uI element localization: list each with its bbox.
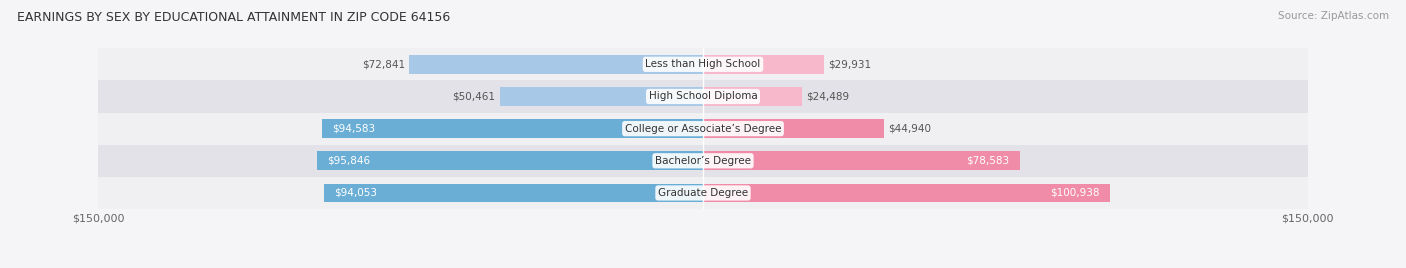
Bar — [499, 87, 703, 106]
Bar — [98, 80, 1308, 113]
Text: EARNINGS BY SEX BY EDUCATIONAL ATTAINMENT IN ZIP CODE 64156: EARNINGS BY SEX BY EDUCATIONAL ATTAINMEN… — [17, 11, 450, 24]
Text: $95,846: $95,846 — [326, 156, 370, 166]
Text: $78,583: $78,583 — [966, 156, 1010, 166]
Bar — [316, 151, 703, 170]
Bar — [322, 119, 703, 138]
Bar — [703, 184, 1109, 202]
Bar — [98, 145, 1308, 177]
Bar — [703, 55, 824, 74]
Bar — [98, 48, 1308, 80]
Text: $24,489: $24,489 — [806, 91, 849, 102]
Bar — [703, 119, 884, 138]
Text: $29,931: $29,931 — [828, 59, 870, 69]
Text: $94,053: $94,053 — [335, 188, 377, 198]
Text: $100,938: $100,938 — [1050, 188, 1099, 198]
Text: High School Diploma: High School Diploma — [648, 91, 758, 102]
Bar — [409, 55, 703, 74]
Text: $44,940: $44,940 — [889, 124, 931, 134]
Text: Source: ZipAtlas.com: Source: ZipAtlas.com — [1278, 11, 1389, 21]
Bar — [98, 113, 1308, 145]
Bar — [703, 87, 801, 106]
Bar — [323, 184, 703, 202]
Bar — [703, 151, 1019, 170]
Text: Less than High School: Less than High School — [645, 59, 761, 69]
Text: Graduate Degree: Graduate Degree — [658, 188, 748, 198]
Text: $94,583: $94,583 — [332, 124, 375, 134]
Text: $72,841: $72,841 — [363, 59, 405, 69]
Bar — [98, 177, 1308, 209]
Text: Bachelor’s Degree: Bachelor’s Degree — [655, 156, 751, 166]
Text: College or Associate’s Degree: College or Associate’s Degree — [624, 124, 782, 134]
Text: $50,461: $50,461 — [453, 91, 495, 102]
